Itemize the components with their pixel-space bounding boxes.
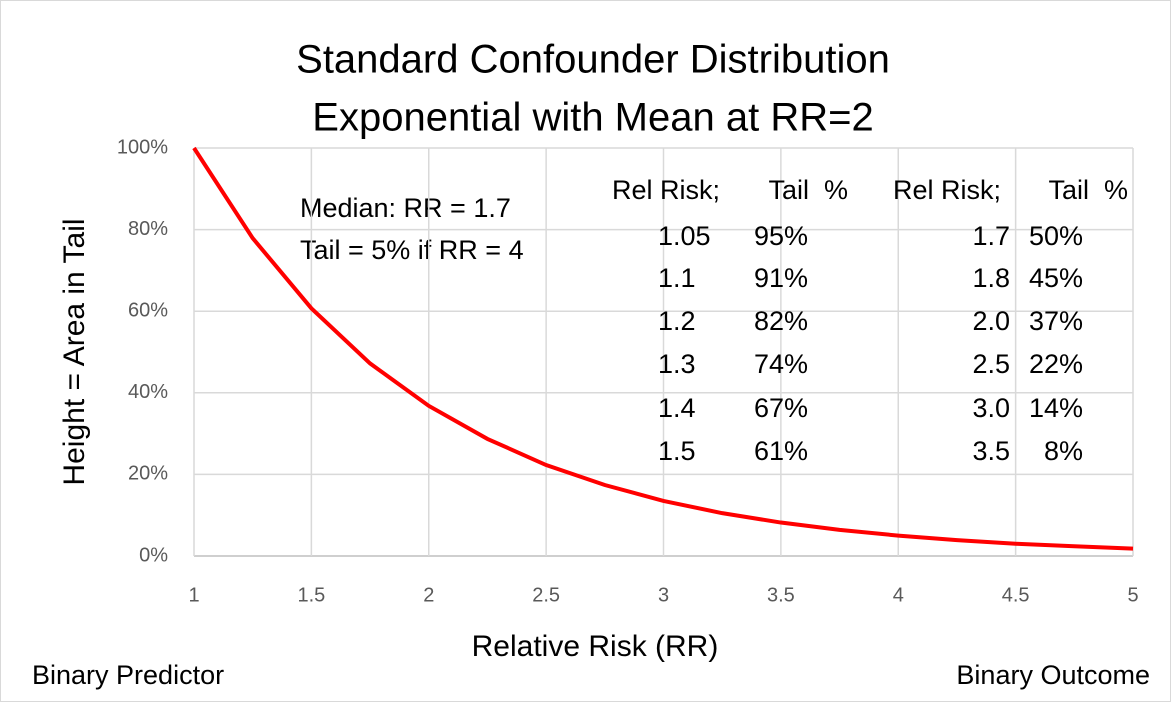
table-cell: 82% bbox=[754, 306, 808, 336]
y-tick-label: 80% bbox=[128, 218, 168, 240]
x-tick-label: 3.5 bbox=[767, 584, 795, 606]
chart-title: Standard Confounder Distribution bbox=[296, 38, 890, 82]
table-header: Tail % bbox=[768, 175, 848, 205]
annotation: Tail = 5% if RR = 4 bbox=[300, 235, 524, 265]
x-tick-label: 1.5 bbox=[297, 584, 325, 606]
y-tick-label: 40% bbox=[128, 381, 168, 403]
y-tick-label: 0% bbox=[139, 544, 168, 566]
table-cell: 45% bbox=[1029, 263, 1083, 293]
table-cell: 37% bbox=[1029, 306, 1083, 336]
table-cell: 1.4 bbox=[658, 393, 696, 423]
x-tick-label: 3 bbox=[658, 584, 669, 606]
y-tick-label: 100% bbox=[117, 136, 168, 158]
table-cell: 14% bbox=[1029, 393, 1083, 423]
table-cell: 95% bbox=[754, 221, 808, 251]
footer-right: Binary Outcome bbox=[956, 660, 1150, 690]
table-header: Tail % bbox=[1048, 175, 1128, 205]
table-cell: 1.1 bbox=[658, 263, 696, 293]
x-tick-label: 1 bbox=[188, 584, 199, 606]
line bbox=[192, 146, 1134, 551]
x-tick-label: 4 bbox=[893, 584, 904, 606]
table-cell: 67% bbox=[754, 393, 808, 423]
x-tick-label: 5 bbox=[1127, 584, 1138, 606]
table-cell: 1.5 bbox=[658, 436, 696, 466]
x-tick-label: 2 bbox=[423, 584, 434, 606]
chart-title: Exponential with Mean at RR=2 bbox=[312, 96, 873, 140]
table-cell: 2.0 bbox=[972, 306, 1010, 336]
table-cell: 74% bbox=[754, 349, 808, 379]
annotation: Median: RR = 1.7 bbox=[300, 193, 511, 223]
table-cell: 8% bbox=[1044, 436, 1083, 466]
y-axis-label: Height = Area in Tail bbox=[58, 218, 91, 485]
table-cell: 3.0 bbox=[972, 393, 1010, 423]
table-cell: 1.05 bbox=[658, 221, 711, 251]
table-cell: 91% bbox=[754, 263, 808, 293]
x-axis-label: Relative Risk (RR) bbox=[472, 630, 719, 663]
table-cell: 22% bbox=[1029, 349, 1083, 379]
x-tick-label: 2.5 bbox=[532, 584, 560, 606]
table-cell: 61% bbox=[754, 436, 808, 466]
table-cell: 1.7 bbox=[972, 221, 1010, 251]
table-header: Rel Risk; bbox=[612, 175, 720, 205]
table-header: Rel Risk; bbox=[893, 175, 1001, 205]
table-cell: 1.8 bbox=[972, 263, 1010, 293]
table-cell: 1.3 bbox=[658, 349, 696, 379]
x-tick-label: 4.5 bbox=[1002, 584, 1030, 606]
y-tick-label: 60% bbox=[128, 299, 168, 321]
footer-left: Binary Predictor bbox=[32, 660, 224, 690]
table-cell: 3.5 bbox=[972, 436, 1010, 466]
table-cell: 50% bbox=[1029, 221, 1083, 251]
y-tick-label: 20% bbox=[128, 463, 168, 485]
table-cell: 2.5 bbox=[972, 349, 1010, 379]
table-cell: 1.2 bbox=[658, 306, 696, 336]
